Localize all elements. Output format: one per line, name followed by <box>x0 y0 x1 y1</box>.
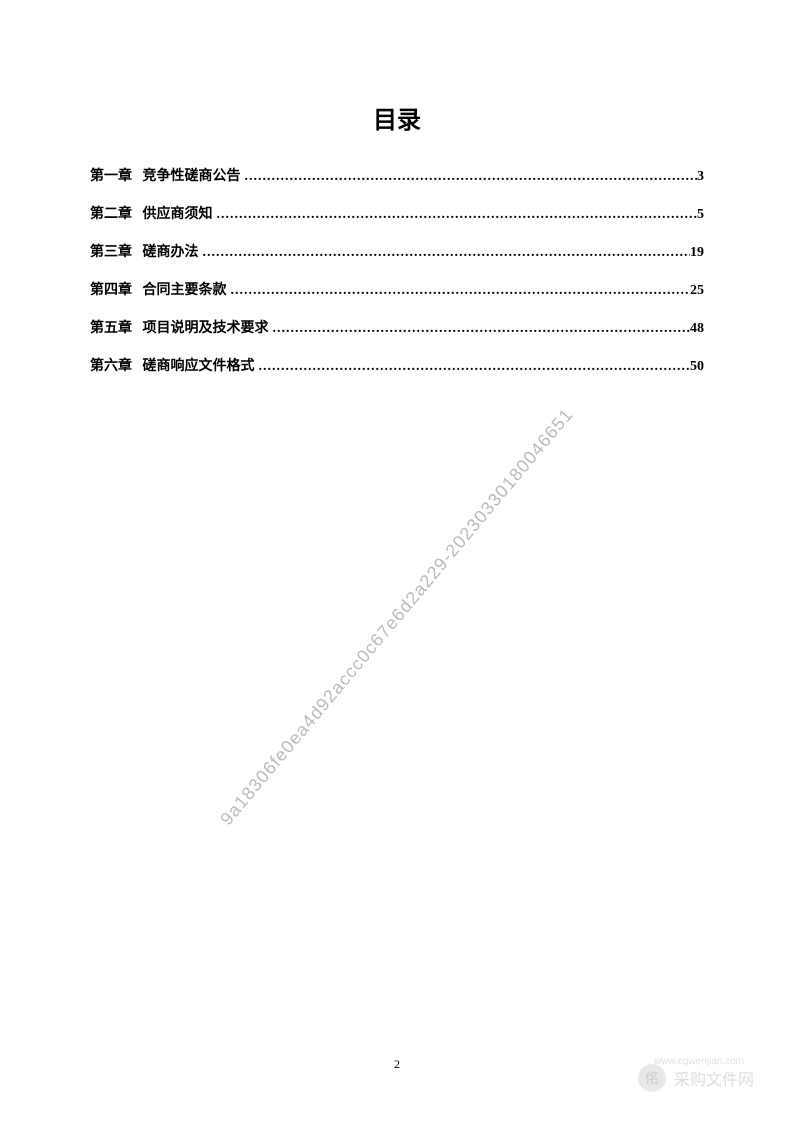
toc-chapter-label: 第五章 项目说明及技术要求 <box>90 317 269 337</box>
toc-chapter: 第五章 <box>90 321 132 336</box>
toc-page-number: 50 <box>690 359 704 375</box>
toc-name: 磋商响应文件格式 <box>143 359 255 374</box>
toc-chapter: 第四章 <box>90 283 132 298</box>
toc-page-number: 19 <box>690 245 704 261</box>
toc-page-number: 3 <box>697 169 704 185</box>
toc-name: 项目说明及技术要求 <box>143 321 269 336</box>
toc-chapter-label: 第三章 磋商办法 <box>90 241 199 261</box>
toc-name: 合同主要条款 <box>143 283 227 298</box>
toc-chapter: 第三章 <box>90 245 132 260</box>
toc-name: 供应商须知 <box>143 207 213 222</box>
toc-leader-dots: ........................................… <box>199 245 691 261</box>
toc-chapter: 第一章 <box>90 169 132 184</box>
toc-item: 第六章 磋商响应文件格式 ...........................… <box>90 355 704 375</box>
toc-title: 目录 <box>90 100 704 135</box>
toc-item: 第五章 项目说明及技术要求 ..........................… <box>90 317 704 337</box>
toc-leader-dots: ........................................… <box>227 283 691 299</box>
toc-page-number: 25 <box>690 283 704 299</box>
toc-item: 第二章 供应商须知 ..............................… <box>90 203 704 223</box>
toc-item: 第三章 磋商办法 ...............................… <box>90 241 704 261</box>
toc-leader-dots: ........................................… <box>213 207 698 223</box>
toc-chapter: 第六章 <box>90 359 132 374</box>
toc-chapter-label: 第六章 磋商响应文件格式 <box>90 355 255 375</box>
toc-chapter-label: 第二章 供应商须知 <box>90 203 213 223</box>
brand-icon: 佲 <box>638 1064 666 1092</box>
toc-item: 第一章 竞争性磋商公告 ............................… <box>90 165 704 185</box>
toc-leader-dots: ........................................… <box>255 359 691 375</box>
toc-name: 磋商办法 <box>143 245 199 260</box>
brand-text: 采购文件网 <box>674 1066 754 1090</box>
toc-leader-dots: ........................................… <box>269 321 691 337</box>
footer-brand: 佲 采购文件网 <box>638 1064 754 1092</box>
toc-chapter: 第二章 <box>90 207 132 222</box>
toc-page-number: 5 <box>697 207 704 223</box>
toc-chapter-label: 第一章 竞争性磋商公告 <box>90 165 241 185</box>
toc-list: 第一章 竞争性磋商公告 ............................… <box>90 165 704 375</box>
toc-page-number: 48 <box>690 321 704 337</box>
page-container: 目录 第一章 竞争性磋商公告 .........................… <box>0 0 794 1122</box>
toc-chapter-label: 第四章 合同主要条款 <box>90 279 227 299</box>
page-number: 2 <box>394 1057 400 1072</box>
toc-name: 竞争性磋商公告 <box>143 169 241 184</box>
toc-item: 第四章 合同主要条款 .............................… <box>90 279 704 299</box>
toc-leader-dots: ........................................… <box>241 169 698 185</box>
watermark-text: 9a18306fe0ea4d92accc0c67e6d2a229-2023033… <box>216 404 578 829</box>
